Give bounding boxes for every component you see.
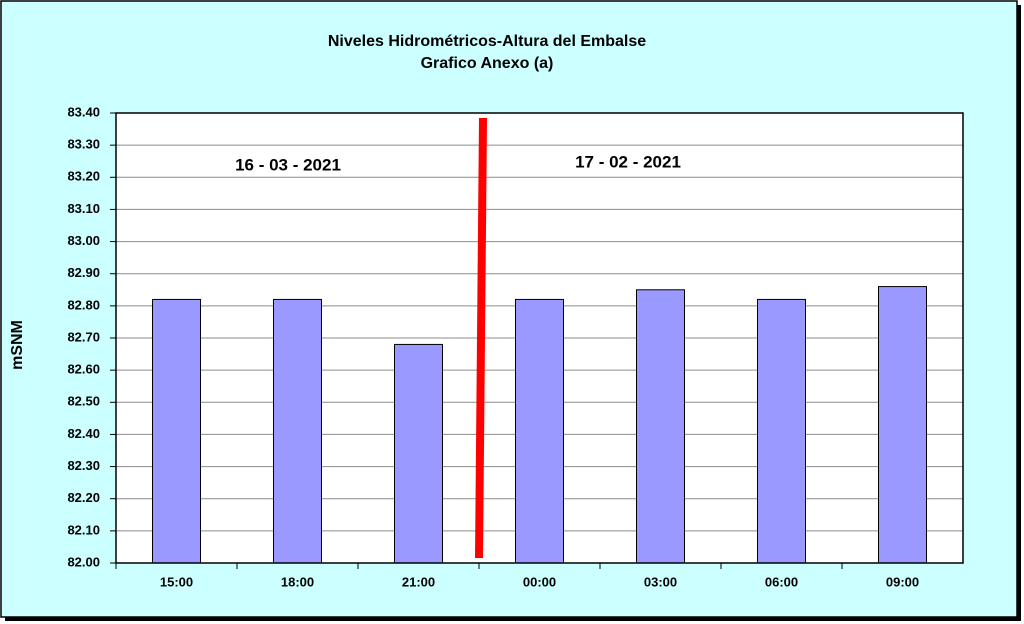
x-tick-label: 21:00 bbox=[402, 574, 435, 589]
y-tick-label: 82.30 bbox=[67, 458, 100, 473]
x-tick-label: 06:00 bbox=[765, 574, 798, 589]
x-tick-label: 03:00 bbox=[644, 574, 677, 589]
y-tick-label: 83.30 bbox=[67, 137, 100, 152]
bar bbox=[394, 343, 443, 564]
bar bbox=[273, 298, 322, 564]
bar bbox=[515, 298, 564, 564]
y-tick-label: 82.00 bbox=[67, 554, 100, 569]
y-tick-label: 82.80 bbox=[67, 297, 100, 312]
y-tick-label: 82.20 bbox=[67, 490, 100, 505]
chart-subtitle: Grafico Anexo (a) bbox=[421, 55, 554, 72]
y-tick-label: 82.60 bbox=[67, 362, 100, 377]
y-tick-label: 83.00 bbox=[67, 233, 100, 248]
x-tick-label: 09:00 bbox=[886, 574, 919, 589]
x-tick-label: 18:00 bbox=[281, 574, 314, 589]
y-tick-label: 82.40 bbox=[67, 426, 100, 441]
y-tick-label: 83.40 bbox=[67, 104, 100, 119]
bar bbox=[152, 298, 201, 564]
y-tick-label: 82.70 bbox=[67, 329, 100, 344]
bar bbox=[878, 286, 927, 564]
chart-title: Niveles Hidrométricos-Altura del Embalse bbox=[328, 33, 646, 50]
annotation: 17 - 02 - 2021 bbox=[575, 152, 681, 171]
bar bbox=[757, 298, 806, 564]
bar bbox=[636, 289, 685, 564]
y-tick-label: 82.90 bbox=[67, 265, 100, 280]
date-divider bbox=[475, 117, 487, 559]
bars bbox=[152, 286, 927, 564]
x-tick-label: 00:00 bbox=[523, 574, 556, 589]
y-axis-label: mSNM bbox=[9, 320, 26, 370]
y-tick-label: 82.10 bbox=[67, 522, 100, 537]
annotation: 16 - 03 - 2021 bbox=[235, 155, 341, 174]
x-tick-label: 15:00 bbox=[160, 574, 193, 589]
y-tick-label: 82.50 bbox=[67, 394, 100, 409]
y-tick-label: 83.10 bbox=[67, 201, 100, 216]
y-tick-label: 83.20 bbox=[67, 169, 100, 184]
